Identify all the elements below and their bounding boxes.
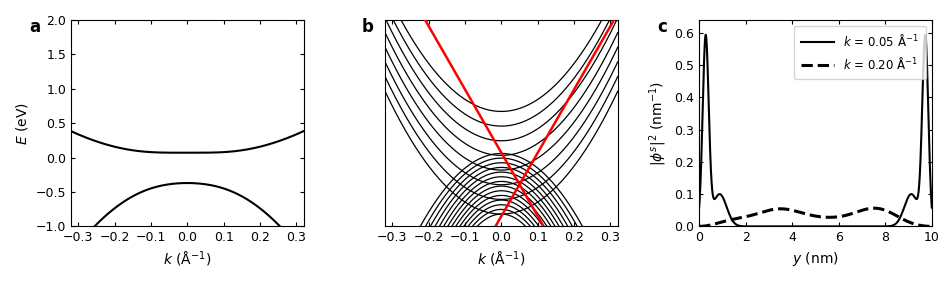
X-axis label: $k$ (Å$^{-1}$): $k$ (Å$^{-1}$) xyxy=(477,250,526,269)
X-axis label: $y$ (nm): $y$ (nm) xyxy=(792,250,839,268)
Y-axis label: $E$ (eV): $E$ (eV) xyxy=(14,102,30,145)
Legend: $k$ = 0.05 Å$^{-1}$, $k$ = 0.20 Å$^{-1}$: $k$ = 0.05 Å$^{-1}$, $k$ = 0.20 Å$^{-1}$ xyxy=(794,26,926,79)
X-axis label: $k$ (Å$^{-1}$): $k$ (Å$^{-1}$) xyxy=(163,250,212,269)
Y-axis label: $|\phi^s|^2$ (nm$^{-1}$): $|\phi^s|^2$ (nm$^{-1}$) xyxy=(647,81,669,166)
Text: c: c xyxy=(657,18,667,36)
Text: b: b xyxy=(361,18,374,36)
Text: a: a xyxy=(29,18,40,36)
